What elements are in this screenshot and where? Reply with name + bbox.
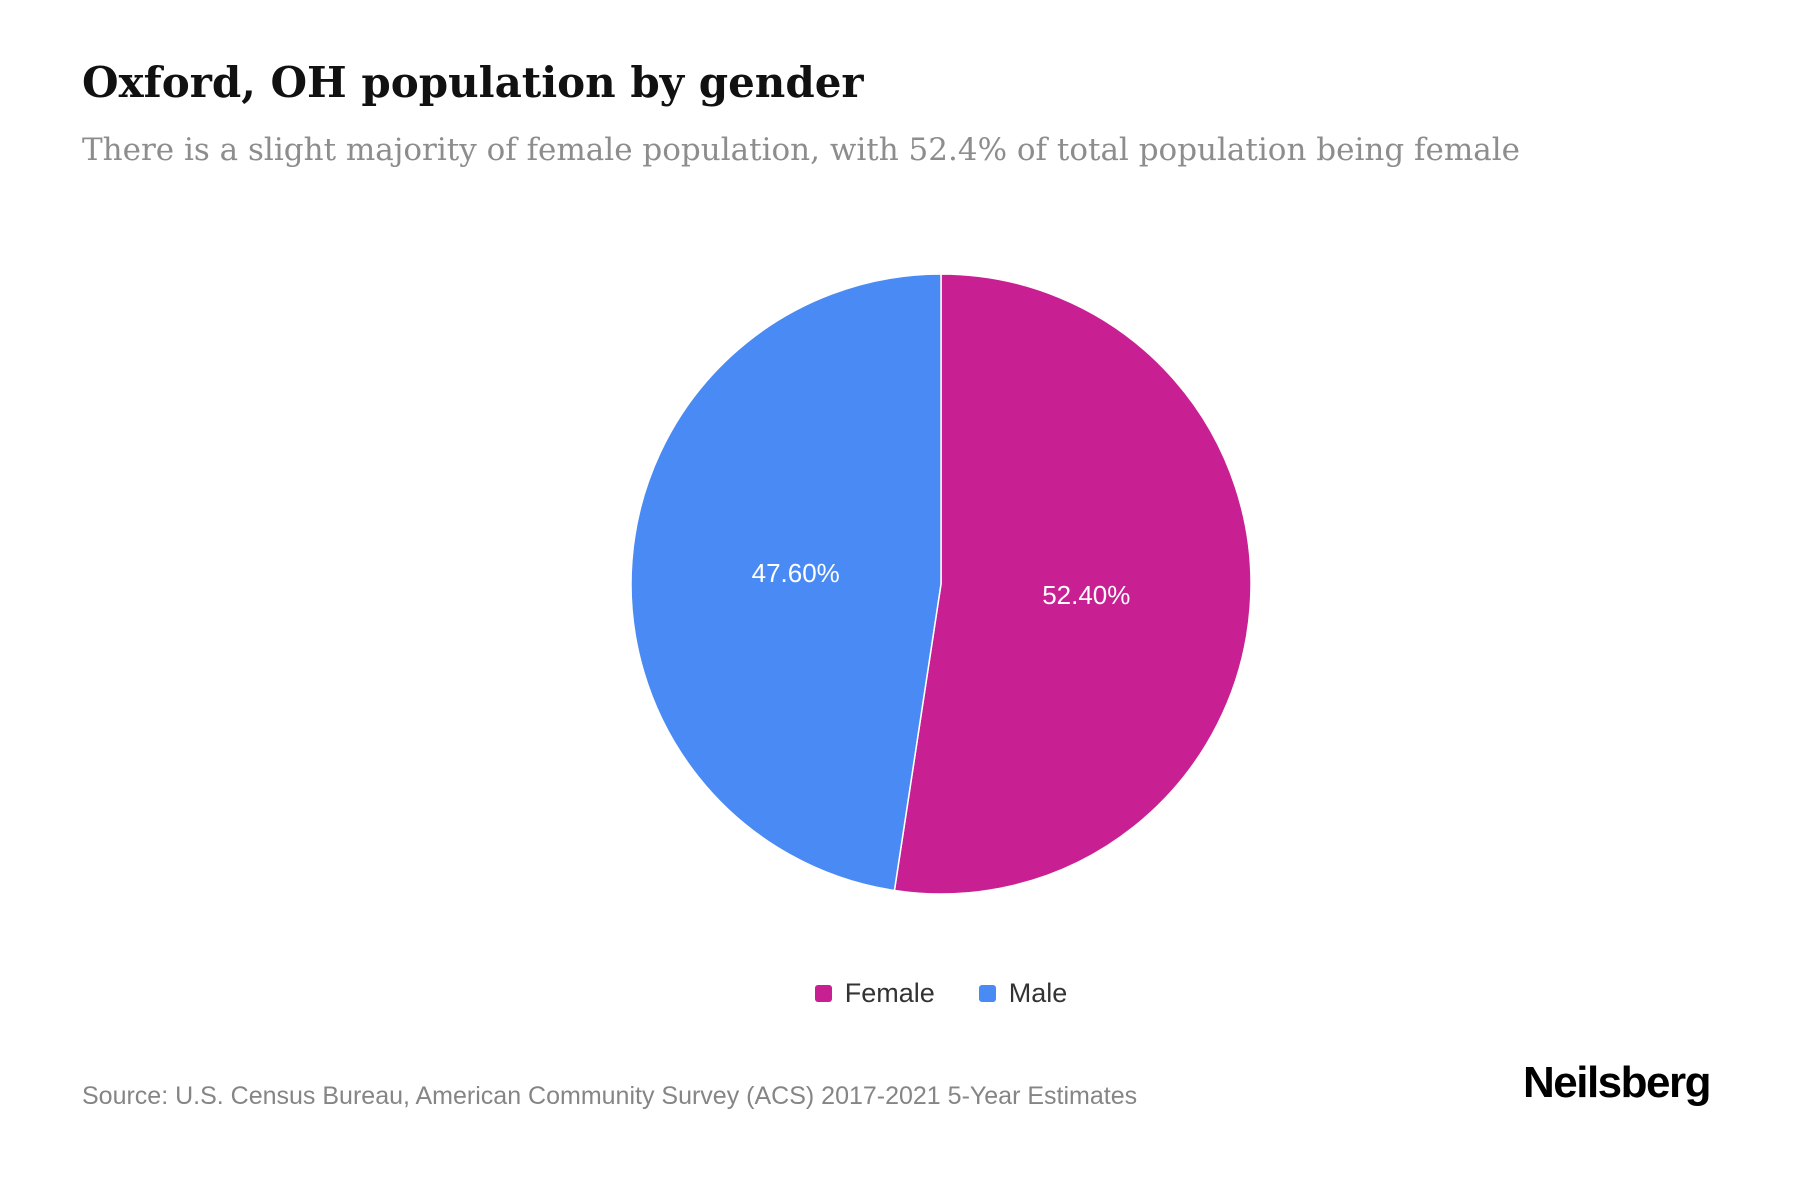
legend-label-female: Female <box>844 978 935 1008</box>
legend-item-male[interactable]: Male <box>978 978 1068 1009</box>
pie-chart-svg: 52.40% 47.60% <box>630 273 1252 895</box>
pie-slice-female[interactable] <box>893 273 1252 895</box>
brand-logo: Neilsberg <box>1522 1058 1712 1107</box>
source-note: Source: U.S. Census Bureau, American Com… <box>82 1082 1138 1110</box>
chart-legend: Female Male <box>625 978 1257 1009</box>
pie-value-label-male: 47.60% <box>752 558 840 588</box>
legend-item-female[interactable]: Female <box>814 978 935 1009</box>
pie-value-label-female: 52.40% <box>1042 580 1130 610</box>
chart-header: Oxford, OH population by gender There is… <box>82 58 1718 171</box>
page-subtitle: There is a slight majority of female pop… <box>82 132 1520 169</box>
legend-swatch-female <box>814 985 832 1002</box>
legend-label-male: Male <box>1008 978 1068 1008</box>
legend-swatch-male <box>978 985 996 1002</box>
pie-slice-male[interactable] <box>630 273 942 892</box>
page-title: Oxford, OH population by gender <box>82 58 864 107</box>
pie-chart: 52.40% 47.60% <box>625 268 1257 900</box>
